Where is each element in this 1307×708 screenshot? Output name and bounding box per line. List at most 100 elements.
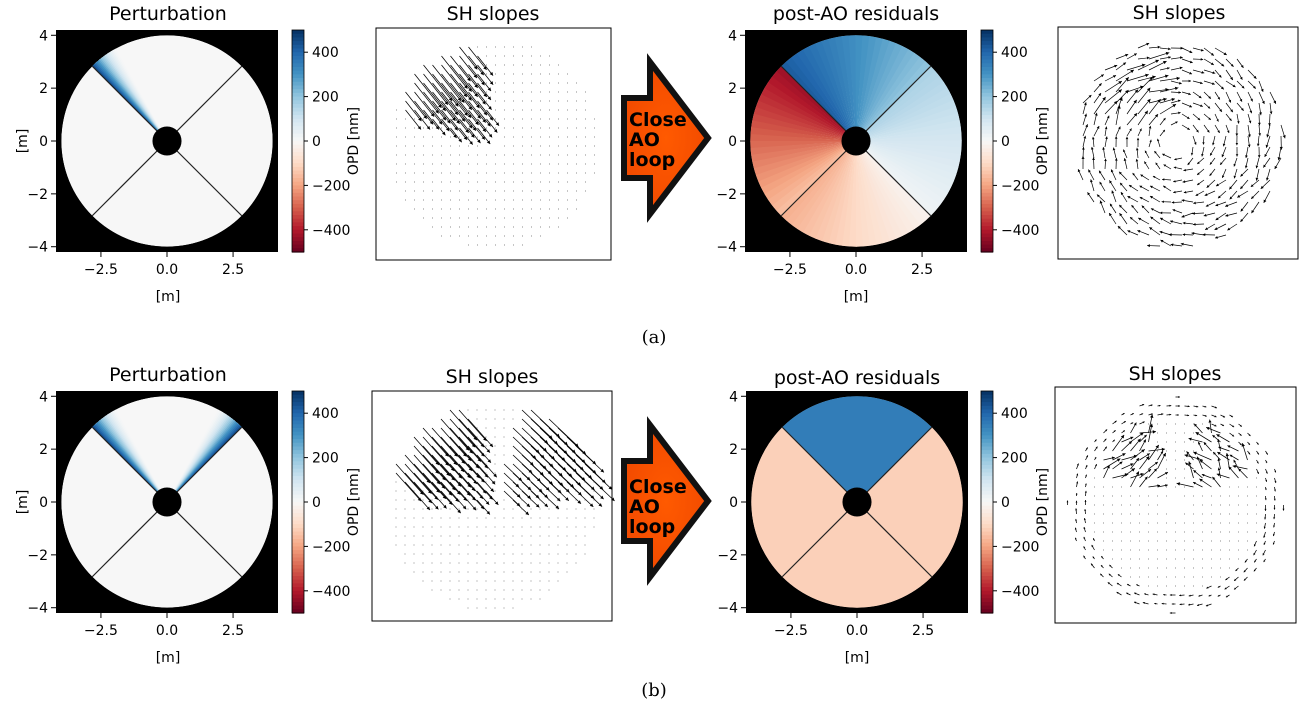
segment-top-band: [856, 44, 910, 141]
slope-dot: [503, 445, 505, 447]
slope-arrow: [440, 454, 463, 479]
slope-dot: [567, 145, 568, 147]
slope-arrowhead: [1111, 190, 1115, 194]
slope-dot: [513, 199, 514, 201]
slope-arrowhead: [1265, 479, 1268, 482]
segment-right-band: [856, 141, 953, 195]
slope-dot: [1256, 477, 1257, 479]
slope-arrowhead: [1169, 404, 1172, 407]
slope-dot: [476, 427, 478, 429]
slope-arrowhead: [1176, 76, 1180, 81]
slope-arrowhead: [568, 473, 573, 477]
slope-dot: [584, 526, 586, 528]
colorbar-segment: [292, 196, 304, 201]
y-tick-label: 0: [728, 134, 737, 150]
slope-dot: [477, 145, 478, 147]
slope-arrowhead: [1260, 185, 1264, 189]
slope-dot: [567, 82, 568, 84]
colorbar-segment: [981, 442, 993, 448]
slope-dot: [1202, 423, 1203, 425]
colorbar-tick-label: −400: [1001, 223, 1039, 239]
slope-arrowhead: [1273, 100, 1277, 104]
slope-arrowhead: [1203, 213, 1207, 217]
slope-dot: [459, 181, 460, 183]
slope-arrowhead: [1266, 452, 1268, 455]
x-tick-label: −2.5: [774, 623, 808, 639]
slope-dot: [459, 190, 460, 192]
slope-arrowhead: [1250, 98, 1253, 102]
slope-dot: [450, 235, 451, 237]
slope-arrow: [431, 463, 456, 491]
slope-arrow: [477, 127, 491, 145]
colorbar-segment: [981, 163, 993, 168]
slope-dot: [1175, 522, 1176, 524]
segment-bottom-band: [834, 141, 856, 247]
slope-dot: [494, 409, 496, 411]
slope-dot: [1130, 495, 1131, 497]
segment-top-band: [856, 55, 928, 142]
slope-arrowhead: [1136, 584, 1139, 587]
slope-dot: [548, 526, 550, 528]
slope-arrowhead: [1178, 405, 1181, 407]
slope-arrowhead: [1088, 94, 1092, 98]
segment-right-band: [856, 126, 962, 141]
slope-dot: [440, 526, 442, 528]
y-tick-label: 4: [729, 389, 738, 405]
colorbar-segment: [981, 118, 993, 124]
slope-arrowhead: [423, 115, 427, 119]
slope-arrowhead: [1187, 414, 1190, 417]
slope-dot: [450, 154, 451, 156]
y-tick-label: −2: [27, 187, 48, 203]
colorbar-segment: [981, 542, 993, 547]
slope-arrowhead: [1263, 560, 1266, 563]
slope-arrow: [468, 82, 486, 105]
slope-arrow: [423, 100, 443, 125]
quiver-arrows: [1066, 396, 1285, 615]
slope-dot: [1175, 423, 1176, 425]
slope-dot: [539, 553, 541, 555]
colorbar-segment: [292, 181, 304, 186]
slope-arrowhead: [1104, 446, 1107, 449]
slope-arrow: [441, 91, 466, 122]
slope-dot: [486, 64, 487, 66]
slope-arrow: [422, 463, 446, 489]
segment-right-band: [856, 141, 959, 183]
slope-dot: [1130, 567, 1131, 569]
slope-arrowhead: [1095, 446, 1098, 449]
segment-right-band: [856, 119, 962, 141]
slope-dot: [476, 544, 478, 546]
slope-arrowhead: [1136, 137, 1140, 141]
slope-dot: [458, 571, 460, 573]
slope-dot: [422, 490, 424, 492]
slope-arrow: [450, 64, 472, 92]
slope-dot: [540, 64, 541, 66]
slope-arrowhead: [1083, 135, 1087, 139]
slope-dot: [513, 55, 514, 57]
slope-dot: [423, 127, 424, 129]
slope-arrowhead: [1193, 470, 1197, 473]
slope-arrowhead: [1215, 183, 1219, 187]
slope-arrowhead: [480, 505, 485, 510]
slope-dot: [1220, 540, 1221, 542]
slope-arrowhead: [1152, 176, 1156, 179]
slope-dot: [531, 73, 532, 75]
slope-arrow: [512, 499, 530, 516]
slope-dot: [468, 181, 469, 183]
heatmap-plot: [745, 30, 967, 252]
colorbar-segment: [292, 159, 304, 164]
slope-dot: [513, 208, 514, 210]
colorbar-segment: [292, 152, 304, 157]
slope-dot: [531, 118, 532, 120]
slope-arrowhead: [1214, 424, 1217, 427]
slope-dot: [1247, 540, 1248, 542]
slope-dot: [1238, 495, 1239, 497]
slope-arrowhead: [1263, 199, 1267, 203]
colorbar-segment: [292, 391, 304, 396]
slope-arrowhead: [1161, 413, 1164, 416]
slope-dot: [540, 73, 541, 75]
colorbar-segment: [292, 424, 304, 429]
slope-arrowhead: [477, 139, 481, 144]
slope-arrow: [422, 481, 447, 509]
